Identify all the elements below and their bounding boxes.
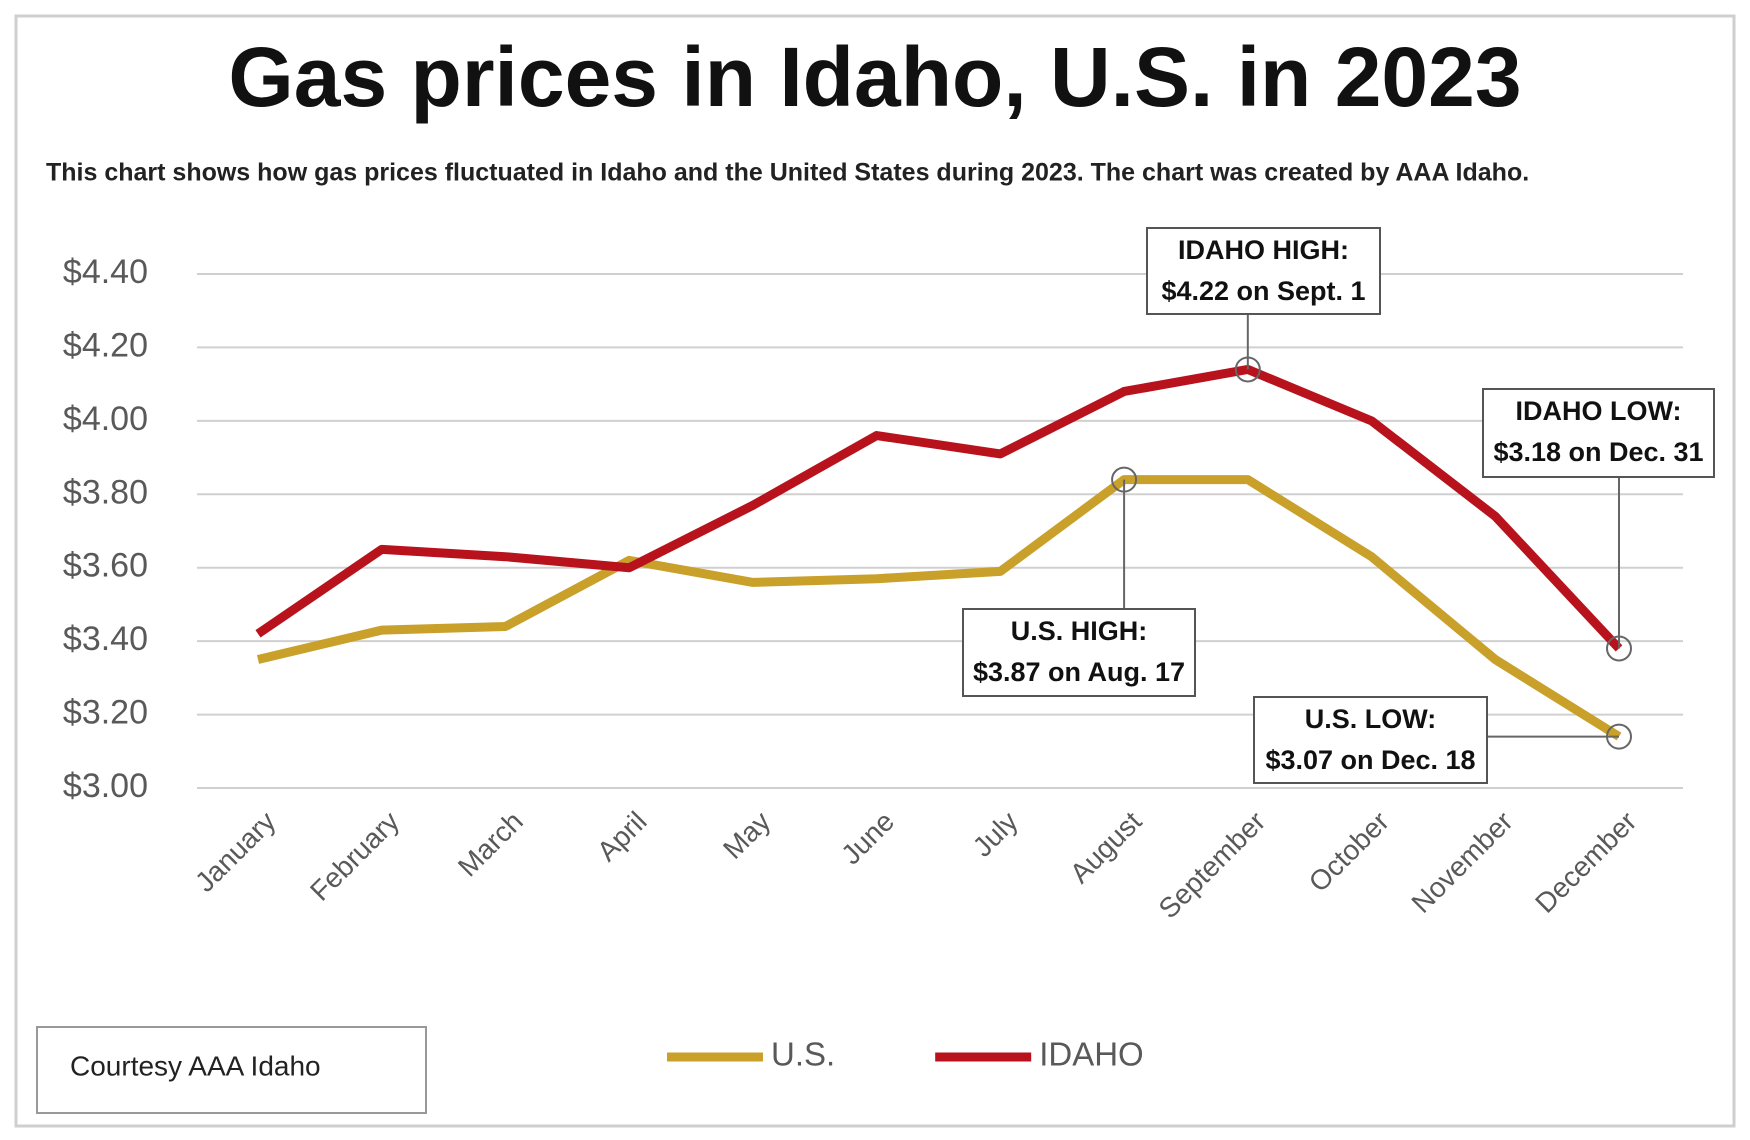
annotation-box bbox=[1482, 388, 1715, 478]
highlight-ring bbox=[1606, 635, 1632, 662]
chart-subtitle: This chart shows how gas prices fluctuat… bbox=[46, 159, 1529, 187]
annotation-text: $3.87 on Aug. 17 bbox=[973, 657, 1185, 687]
series-line bbox=[256, 475, 1622, 741]
annotation-box bbox=[1253, 696, 1488, 784]
annotation-box bbox=[1146, 227, 1381, 315]
y-tick-label: $3.00 bbox=[63, 767, 148, 805]
source: Courtesy AAA Idaho bbox=[70, 1050, 321, 1081]
legend-label: IDAHO bbox=[1039, 1036, 1144, 1073]
annotation-text: $3.18 on Dec. 31 bbox=[1493, 437, 1703, 467]
source-box bbox=[36, 1026, 427, 1114]
annotation-text: U.S. HIGH: bbox=[1011, 616, 1148, 646]
y-tick-label: $3.40 bbox=[63, 620, 148, 658]
highlight-ring bbox=[1111, 466, 1138, 493]
annotation-text: $3.07 on Dec. 18 bbox=[1265, 745, 1475, 775]
series-line bbox=[255, 364, 1623, 652]
annotation-text: $4.22 on Sept. 1 bbox=[1161, 276, 1365, 306]
annotation-text: U.S. LOW: bbox=[1305, 704, 1437, 734]
y-tick-label: $4.20 bbox=[63, 326, 148, 364]
y-tick-label: $3.60 bbox=[63, 547, 148, 585]
annotation-text: IDAHO LOW: bbox=[1516, 396, 1682, 426]
chart-title: Gas prices in Idaho, U.S. in 2023 bbox=[228, 30, 1521, 124]
annotation-text: IDAHO HIGH: bbox=[1178, 235, 1349, 265]
y-tick-label: $3.20 bbox=[63, 694, 148, 732]
annotation-box bbox=[962, 608, 1196, 697]
y-tick-label: $4.40 bbox=[63, 253, 148, 291]
frame bbox=[14, 14, 1736, 1128]
legend-label: U.S. bbox=[771, 1036, 835, 1073]
y-tick-label: $3.80 bbox=[63, 473, 148, 511]
highlight-ring bbox=[1606, 723, 1632, 750]
y-tick-label: $4.00 bbox=[63, 400, 148, 438]
highlight-ring bbox=[1234, 356, 1261, 383]
